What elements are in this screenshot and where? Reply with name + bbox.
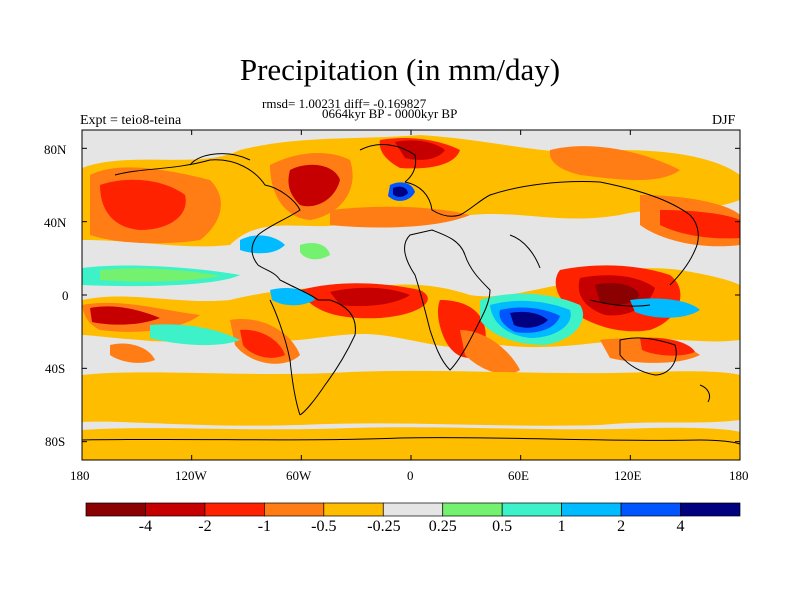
chart-title: Precipitation (in mm/day) bbox=[239, 52, 561, 87]
colorbar-label: 1 bbox=[557, 518, 566, 535]
colorbar-swatch bbox=[382, 502, 444, 517]
lon-label-180w: 180 bbox=[70, 468, 90, 483]
colorbar-swatch bbox=[501, 502, 562, 517]
lon-label-180e: 180 bbox=[729, 468, 749, 483]
lat-label-80s: 80S bbox=[45, 434, 66, 449]
lat-label-40n: 40N bbox=[44, 215, 67, 230]
lon-label-120e: 120E bbox=[614, 468, 642, 483]
season-label: DJF bbox=[712, 113, 736, 128]
colorbar-label: -0.5 bbox=[311, 518, 337, 535]
colorbar-label: -2 bbox=[198, 518, 212, 535]
colorbar-label: 2 bbox=[617, 518, 626, 535]
colorbar-swatch bbox=[680, 502, 741, 517]
colorbar-label: -0.25 bbox=[367, 518, 401, 535]
colorbar-swatch bbox=[323, 502, 384, 517]
lat-label-80n: 80N bbox=[44, 142, 67, 157]
colorbar-swatch bbox=[442, 502, 503, 517]
colorbar-label: 4 bbox=[676, 518, 685, 535]
lon-label-120w: 120W bbox=[175, 468, 207, 483]
stats-line: rmsd= 1.00231 diff= -0.169827 bbox=[262, 96, 427, 111]
axis-ticks bbox=[81, 130, 741, 460]
colorbar-swatch bbox=[264, 502, 325, 517]
lat-label-40s: 40S bbox=[45, 361, 66, 376]
lat-label-0: 0 bbox=[62, 288, 69, 303]
coastlines bbox=[82, 144, 740, 445]
colorbar-swatch bbox=[561, 502, 622, 517]
colorbar-swatch bbox=[145, 502, 206, 517]
colorbar-label: 0.25 bbox=[428, 518, 457, 535]
colorbar-swatch bbox=[85, 502, 146, 517]
lon-label-60w: 60W bbox=[286, 468, 312, 483]
anomaly-field bbox=[82, 135, 740, 460]
colorbar-swatch bbox=[620, 502, 681, 517]
colorbar-label: -4 bbox=[138, 518, 153, 535]
lon-label-60e: 60E bbox=[508, 468, 529, 483]
colorbar-label: 0.5 bbox=[492, 518, 513, 535]
lon-label-0: 0 bbox=[407, 468, 414, 483]
colorbar-label: -1 bbox=[257, 518, 272, 535]
colorbar bbox=[85, 502, 741, 517]
period-line: 0664kyr BP - 0000kyr BP bbox=[322, 106, 458, 121]
colorbar-swatch bbox=[204, 502, 265, 517]
experiment-label: Expt = teio8-teina bbox=[80, 113, 182, 128]
